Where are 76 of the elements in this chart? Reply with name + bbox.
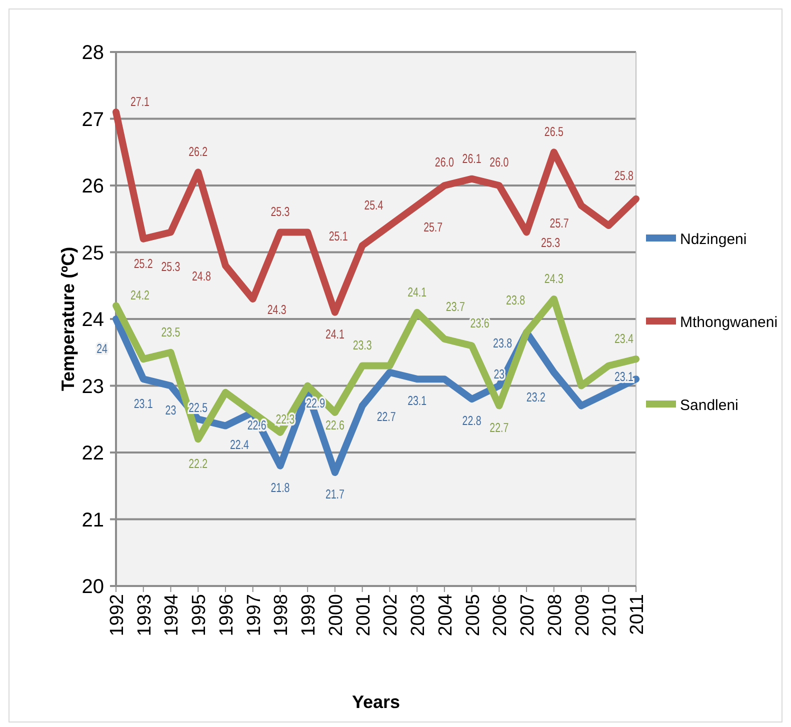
data-label: 21.8 — [270, 482, 290, 496]
data-label: 23.1 — [614, 370, 634, 384]
data-label: 22.7 — [490, 422, 509, 436]
data-label: 22.9 — [306, 397, 326, 411]
data-label: 24.1 — [408, 286, 427, 300]
x-tick-label: 1992 — [107, 594, 128, 636]
data-label: 23.2 — [526, 391, 546, 405]
data-label: 23.8 — [506, 294, 526, 308]
x-tick-label: 2002 — [380, 594, 402, 636]
x-axis-title: Years — [352, 692, 400, 712]
data-label: 23.8 — [493, 337, 512, 351]
data-label: 23.7 — [446, 300, 465, 314]
data-label: 26.0 — [434, 156, 454, 170]
legend-label: Sandleni — [680, 397, 738, 414]
data-label: 25.3 — [541, 237, 560, 251]
data-label: 26.1 — [462, 152, 482, 166]
data-label: 27.1 — [130, 96, 150, 110]
data-label: 25.2 — [134, 258, 153, 272]
x-tick-label: 1993 — [134, 594, 156, 636]
y-tick-label: 24 — [82, 309, 104, 331]
y-tick-label: 26 — [82, 176, 104, 198]
x-tick-label: 2010 — [600, 594, 621, 636]
x-tick-label: 1997 — [244, 594, 265, 636]
data-label: 22.2 — [188, 458, 208, 472]
data-label: 26.2 — [188, 146, 208, 160]
x-tick-label: 2004 — [435, 594, 456, 636]
data-label: 25.3 — [270, 206, 290, 220]
data-label: 24.3 — [544, 272, 564, 286]
x-tick-label: 2003 — [408, 594, 430, 636]
data-label: 25.1 — [328, 230, 348, 244]
data-label: 23.1 — [408, 394, 427, 408]
x-tick-label: 2001 — [353, 594, 374, 636]
legend-label: Mthongwaneni — [680, 314, 778, 331]
x-tick-label: 2011 — [627, 594, 648, 635]
x-tick-label: 2007 — [518, 594, 539, 636]
x-tick-label: 1996 — [216, 594, 238, 636]
data-label: 23.1 — [134, 398, 153, 412]
y-axis-title: Temperature (ºC) — [58, 246, 78, 392]
x-tick-label: 2006 — [490, 594, 512, 636]
data-label: 25.3 — [161, 261, 180, 275]
data-label: 24.2 — [130, 289, 150, 304]
x-tick-label: 2005 — [462, 594, 484, 636]
data-label: 25.8 — [614, 170, 634, 184]
data-label: 26.0 — [490, 156, 509, 170]
data-label: 23.6 — [470, 318, 490, 332]
data-label: 21.7 — [325, 488, 344, 502]
y-tick-label: 23 — [82, 376, 104, 398]
data-label: 26.5 — [544, 126, 564, 140]
legend-label: Ndzingeni — [680, 231, 747, 248]
data-label: 24.3 — [267, 304, 286, 318]
y-tick-label: 20 — [82, 576, 104, 598]
data-label: 22.7 — [376, 410, 396, 424]
x-tick-label: 2008 — [544, 594, 566, 636]
data-label: 25.7 — [424, 221, 443, 235]
data-label: 23.4 — [614, 332, 634, 346]
y-tick-label: 22 — [82, 442, 104, 464]
x-tick-label: 2000 — [326, 594, 347, 636]
data-label: 25.7 — [550, 217, 569, 231]
y-tick-label: 25 — [82, 242, 104, 264]
x-tick-label: 1999 — [298, 594, 320, 636]
y-tick-label: 27 — [82, 108, 104, 131]
data-label: 25.4 — [364, 199, 384, 213]
y-tick-label: 28 — [82, 42, 104, 64]
x-tick-label: 2009 — [572, 594, 594, 636]
data-label: 23 — [165, 404, 176, 418]
x-tick-label: 1994 — [162, 594, 183, 636]
x-tick-label: 1998 — [271, 594, 292, 636]
data-label: 24.8 — [192, 270, 211, 284]
data-label: 23.3 — [352, 340, 372, 354]
data-label: 23.5 — [161, 326, 180, 340]
x-tick-label: 1995 — [189, 594, 210, 636]
data-label: 22.4 — [230, 438, 250, 452]
data-label: 22.8 — [462, 414, 482, 428]
y-tick-label: 21 — [82, 509, 104, 532]
data-label: 22.6 — [325, 419, 344, 433]
data-label: 24.1 — [325, 328, 344, 342]
